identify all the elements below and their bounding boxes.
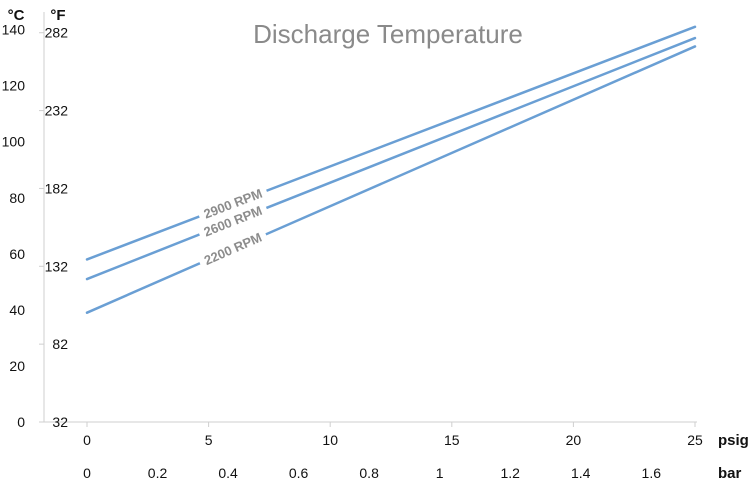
y-tick-fahrenheit: 282 [45,25,69,41]
series-label-halo [196,227,269,269]
y-tick-fahrenheit: 232 [45,103,69,119]
y-tick-celsius: 60 [9,246,25,262]
series-label-halo [196,200,269,241]
y-tick-fahrenheit: 32 [52,414,68,430]
x-unit-bar: bar [718,465,742,482]
y-tick-fahrenheit: 182 [45,180,69,196]
y-tick-celsius: 40 [9,302,25,318]
x-tick-psig: 5 [205,432,213,448]
x-tick-psig: 0 [83,432,91,448]
axes: °C °Fpsigbar02040608010012014032821321822… [2,7,749,482]
y-unit-celsius: °C [8,7,25,24]
x-tick-bar: 0.6 [289,465,309,481]
x-tick-psig: 25 [687,432,703,448]
y-tick-celsius: 80 [9,190,25,206]
x-tick-bar: 1.2 [500,465,520,481]
series-line-2900-rpm [85,25,697,261]
y-tick-celsius: 100 [2,134,26,150]
x-tick-bar: 0 [83,465,91,481]
x-tick-psig: 15 [444,432,460,448]
x-tick-bar: 1 [436,465,444,481]
x-tick-bar: 0.8 [359,465,379,481]
x-unit-psig: psig [718,432,749,449]
x-tick-bar: 0.2 [148,465,168,481]
x-tick-bar: 0.4 [218,465,238,481]
series-line-2200-rpm [85,45,697,314]
y-tick-celsius: 120 [2,78,26,94]
series-lines [85,25,697,314]
y-unit-fahrenheit: °F [50,7,65,24]
chart-title: Discharge Temperature [253,19,523,49]
x-tick-psig: 20 [566,432,582,448]
x-tick-psig: 10 [322,432,338,448]
y-tick-fahrenheit: 132 [45,258,69,274]
y-tick-fahrenheit: 82 [52,336,68,352]
y-tick-celsius: 0 [17,414,25,430]
series-line-2600-rpm [85,36,697,281]
y-tick-celsius: 20 [9,358,25,374]
x-tick-bar: 1.4 [571,465,591,481]
x-tick-bar: 1.6 [642,465,662,481]
y-tick-celsius: 140 [2,22,26,38]
series-label-halo [196,183,269,223]
